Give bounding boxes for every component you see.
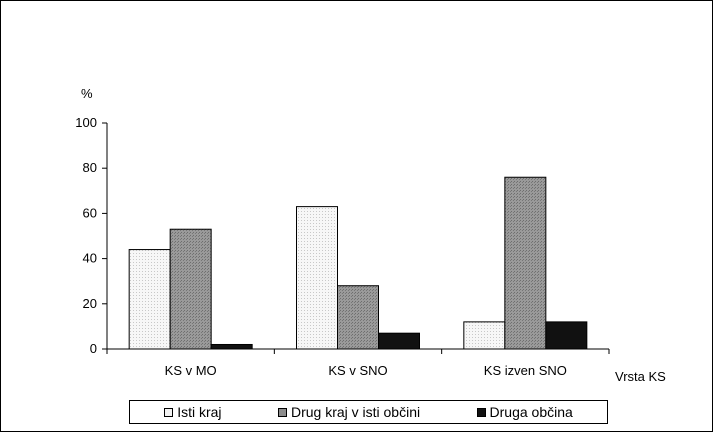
legend-swatch-dark <box>476 407 486 417</box>
y-tick-label: 0 <box>90 341 97 356</box>
x-tick-label: KS v MO <box>165 363 217 378</box>
x-axis-label: Vrsta KS <box>615 369 666 384</box>
y-tick-label: 80 <box>83 160 97 175</box>
legend-swatch-medium <box>277 407 287 417</box>
y-tick-label: 100 <box>75 115 97 130</box>
legend-label: Drug kraj v isti občini <box>290 404 421 420</box>
bar <box>128 249 171 350</box>
legend-label: Isti kraj <box>177 404 222 420</box>
legend: Isti kraj Drug kraj v isti občini Druga … <box>129 400 608 424</box>
bar <box>378 332 420 350</box>
bar <box>296 206 338 350</box>
bar <box>504 176 547 350</box>
y-tick-label: 40 <box>83 251 97 266</box>
legend-item-druga-obcina: Druga občina <box>476 404 573 420</box>
bar <box>463 321 506 350</box>
legend-swatch-light <box>164 407 174 417</box>
legend-item-isti-kraj: Isti kraj <box>164 404 222 420</box>
bar <box>210 343 253 350</box>
x-tick-label: KS izven SNO <box>484 363 567 378</box>
y-tick-label: 60 <box>83 205 97 220</box>
x-tick-label: KS v SNO <box>328 363 387 378</box>
legend-label: Druga občina <box>489 404 573 420</box>
bar <box>337 285 379 350</box>
bar <box>545 321 588 350</box>
y-tick-label: 20 <box>83 296 97 311</box>
legend-item-drug-kraj: Drug kraj v isti občini <box>277 404 421 420</box>
bar <box>169 228 212 350</box>
y-axis-label: % <box>81 86 93 101</box>
